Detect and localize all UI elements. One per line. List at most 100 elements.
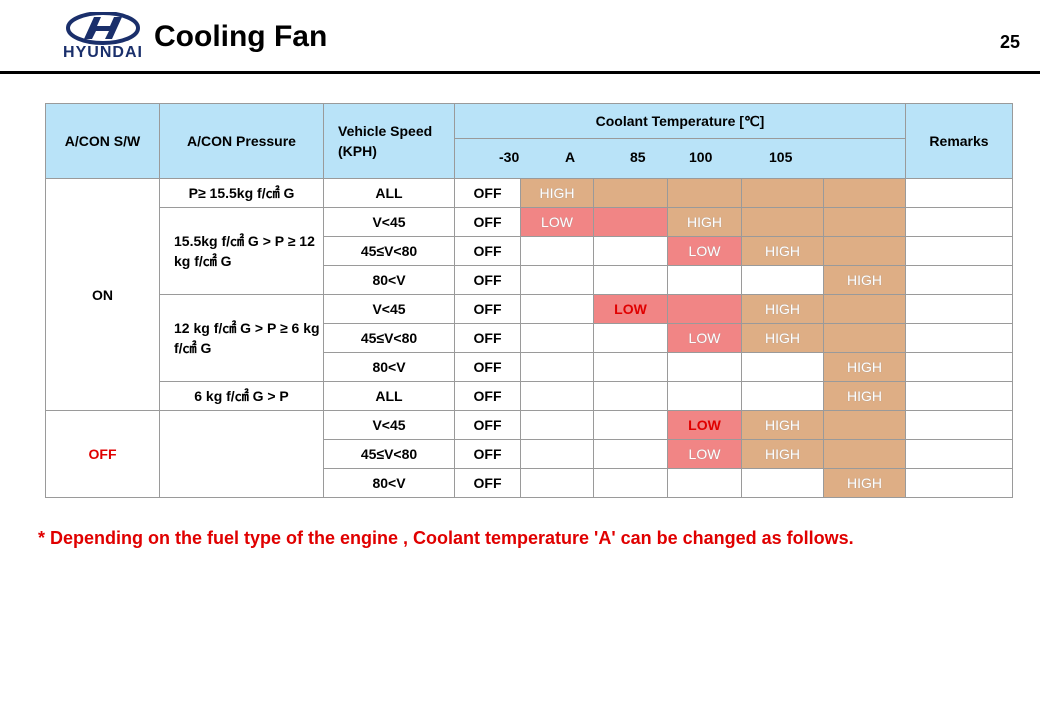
hyundai-logo: HYUNDAI [52, 12, 154, 64]
band-cell [823, 410, 906, 440]
remarks-cell [905, 236, 1013, 266]
state-cell: OFF [454, 178, 521, 208]
speed-cell: 80<V [323, 352, 455, 382]
header-acon-sw: A/CON S/W [45, 103, 160, 179]
empty-cell [667, 265, 742, 295]
header-vehicle-speed: Vehicle Speed (KPH) [323, 103, 455, 179]
temp-label: 85 [630, 148, 646, 165]
high-cell: HIGH [823, 468, 906, 498]
high-cell: HIGH [823, 352, 906, 382]
speed-cell: 80<V [323, 468, 455, 498]
high-cell: HIGH [741, 439, 824, 469]
state-cell: OFF [454, 381, 521, 411]
table-row: 15.5kg f/㎠ G > P ≥ 12 kg f/㎠ G V<45 OFF … [46, 207, 1013, 295]
low-cell: LOW [667, 323, 742, 353]
empty-cell [593, 236, 668, 266]
band-cell [593, 178, 668, 208]
band-cell [823, 323, 906, 353]
low-cell: LOW [667, 410, 742, 440]
state-cell: OFF [454, 207, 521, 237]
speed-cell: 45≤V<80 [323, 236, 455, 266]
empty-cell [593, 410, 668, 440]
remarks-cell [905, 352, 1013, 382]
pressure-cell: 12 kg f/㎠ G > P ≥ 6 kg f/㎠ G [159, 294, 324, 382]
high-cell: HIGH [667, 207, 742, 237]
table-row: 12 kg f/㎠ G > P ≥ 6 kg f/㎠ G V<45 OFF LO… [46, 294, 1013, 382]
band-cell [667, 294, 742, 324]
speed-cell: V<45 [323, 294, 455, 324]
speed-cell: ALL [323, 178, 455, 208]
remarks-cell [905, 207, 1013, 237]
pressure-cell: 15.5kg f/㎠ G > P ≥ 12 kg f/㎠ G [159, 207, 324, 295]
temp-label: -30 [499, 148, 520, 165]
empty-cell [593, 468, 668, 498]
temp-label: 105 [769, 148, 793, 165]
pressure-cell: P≥ 15.5kg f/㎠ G [159, 178, 324, 208]
temperature-scale: -30 A 85 100 105 [454, 138, 906, 179]
table-row: 6 kg f/㎠ G > P ALL OFF HIGH [46, 381, 1013, 411]
low-cell: LOW [667, 236, 742, 266]
table-row: OFF V<45 OFF LOW HIGH [45, 410, 1013, 498]
speed-cell: V<45 [323, 207, 455, 237]
band-cell [823, 178, 906, 208]
high-cell: HIGH [520, 178, 594, 208]
empty-cell [593, 439, 668, 469]
band-cell [593, 207, 668, 237]
table-row: ON P≥ 15.5kg f/㎠ G ALL OFF HIGH [45, 178, 1013, 411]
acon-on-cell: ON [45, 178, 160, 411]
empty-cell [741, 381, 824, 411]
band-cell [823, 439, 906, 469]
empty-cell [667, 381, 742, 411]
empty-cell [593, 381, 668, 411]
state-cell: OFF [454, 439, 521, 469]
empty-cell [593, 352, 668, 382]
cooling-fan-table: A/CON S/W A/CON Pressure Vehicle Speed (… [45, 103, 1013, 498]
table-row: 45≤V<80 OFF LOW HIGH [46, 236, 1013, 266]
empty-cell [741, 265, 824, 295]
hyundai-emblem-icon [66, 12, 140, 45]
speed-cell: 45≤V<80 [323, 439, 455, 469]
page-number: 25 [999, 32, 1020, 52]
remarks-cell [905, 381, 1013, 411]
speed-cell: 80<V [323, 265, 455, 295]
empty-cell [667, 352, 742, 382]
table-row: 80<V OFF HIGH [46, 265, 1013, 295]
table-row: 45≤V<80 OFF LOW HIGH [46, 439, 1013, 469]
low-cell: LOW [667, 439, 742, 469]
state-cell: OFF [454, 236, 521, 266]
high-cell: HIGH [823, 265, 906, 295]
state-cell: OFF [454, 468, 521, 498]
band-cell [741, 178, 824, 208]
remarks-cell [905, 294, 1013, 324]
empty-cell [520, 265, 594, 295]
high-cell: HIGH [741, 323, 824, 353]
remarks-cell [905, 178, 1013, 208]
high-cell: HIGH [823, 381, 906, 411]
state-cell: OFF [454, 352, 521, 382]
empty-cell [741, 468, 824, 498]
empty-cell [520, 294, 594, 324]
speed-cell: V<45 [323, 410, 455, 440]
band-cell [823, 294, 906, 324]
high-cell: HIGH [741, 294, 824, 324]
page-title: Cooling Fan [154, 20, 328, 53]
table-row: 45≤V<80 OFF LOW HIGH [46, 323, 1013, 353]
band-cell [667, 178, 742, 208]
low-cell: LOW [520, 207, 594, 237]
state-cell: OFF [454, 294, 521, 324]
remarks-cell [905, 468, 1013, 498]
high-cell: HIGH [741, 410, 824, 440]
table-row: 80<V OFF HIGH [46, 468, 1013, 498]
empty-cell [520, 236, 594, 266]
temp-label: 100 [689, 148, 713, 165]
logo-text: HYUNDAI [63, 44, 143, 61]
state-cell: OFF [454, 323, 521, 353]
band-cell [741, 207, 824, 237]
empty-cell [520, 381, 594, 411]
pressure-cell-empty [159, 410, 324, 498]
empty-cell [741, 352, 824, 382]
state-cell: OFF [454, 265, 521, 295]
remarks-cell [905, 439, 1013, 469]
empty-cell [520, 410, 594, 440]
high-cell: HIGH [741, 236, 824, 266]
